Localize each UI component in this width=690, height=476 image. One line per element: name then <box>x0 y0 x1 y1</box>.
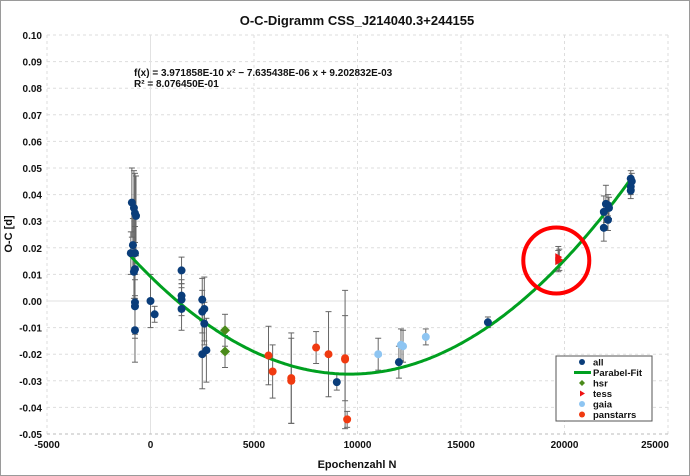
legend-all-marker <box>579 359 585 365</box>
panstarrs-point <box>324 350 333 359</box>
y-tick-label: -0.01 <box>19 324 42 335</box>
all-point <box>626 186 635 195</box>
x-tick-label: -5000 <box>34 440 60 451</box>
all-point <box>202 346 211 355</box>
all-point <box>200 304 209 313</box>
all-point <box>603 215 612 224</box>
data-points <box>126 174 636 424</box>
y-tick-label: 0.03 <box>23 217 43 228</box>
all-point <box>129 267 138 276</box>
y-tick-label: -0.04 <box>19 403 42 414</box>
y-tick-label: 0.05 <box>23 164 43 175</box>
all-point <box>605 203 614 212</box>
hsr-point <box>220 346 231 357</box>
all-point <box>599 223 608 232</box>
panstarrs-point <box>341 354 350 363</box>
grid <box>46 34 669 435</box>
parabel-fit-line <box>128 175 635 376</box>
all-point <box>483 318 492 327</box>
y-tick-labels: -0.05 -0.04 -0.03 -0.02 -0.01 0.00 0.01 0.02 0.0… <box>19 31 42 441</box>
legend-label: gaia <box>593 400 613 411</box>
all-point <box>130 326 139 335</box>
y-tick-label: 0.07 <box>23 111 43 122</box>
y-tick-label: 0.08 <box>23 84 43 95</box>
legend-label: tess <box>593 389 612 400</box>
hsr-point <box>220 325 231 336</box>
x-tick-label: 25000 <box>641 440 669 451</box>
panstarrs-point <box>268 367 277 376</box>
legend-box <box>555 355 653 422</box>
x-tick-label: 15000 <box>447 440 475 451</box>
y-tick-label: 0.00 <box>23 297 43 308</box>
x-tick-label: 0 <box>148 440 154 451</box>
panstarrs-point <box>264 351 273 360</box>
y-axis-label: O-C [d] <box>3 215 15 253</box>
x-axis-label: Epochenzahl N <box>318 459 397 471</box>
y-tick-label: 0.10 <box>23 31 43 42</box>
panstarrs-point <box>287 376 296 385</box>
y-tick-label: -0.02 <box>19 350 42 361</box>
tess-point <box>555 257 563 266</box>
gaia-point <box>374 350 383 359</box>
panstarrs-point <box>312 343 321 352</box>
all-point <box>130 249 139 258</box>
chart-title: O-C-Digramm CSS_J214040.3+244155 <box>240 13 475 28</box>
x-tick-label: 20000 <box>551 440 579 451</box>
legend-label: hsr <box>593 379 608 390</box>
legend-label: all <box>593 358 604 369</box>
y-tick-label: -0.05 <box>19 430 42 441</box>
all-point <box>177 266 186 275</box>
all-point <box>200 319 209 328</box>
legend-tess-marker <box>580 390 585 397</box>
legend-panstarrs-marker <box>579 411 585 418</box>
y-tick-label: 0.06 <box>23 137 43 148</box>
y-tick-label: 0.04 <box>23 191 43 202</box>
gaia-point <box>421 332 430 341</box>
all-point <box>332 378 341 387</box>
all-point <box>130 302 139 311</box>
legend-gaia-marker <box>579 401 585 407</box>
fit-r-squared: R² = 8.076450E-01 <box>134 79 219 90</box>
all-point <box>132 211 141 220</box>
legend-hsr-marker <box>579 380 585 386</box>
all-point <box>394 358 403 367</box>
all-point <box>146 297 155 305</box>
panstarrs-point <box>343 415 352 424</box>
x-tick-label: 10000 <box>344 440 372 451</box>
gaia-point <box>399 342 408 351</box>
all-point <box>150 310 159 319</box>
all-point <box>177 295 186 304</box>
fit-equation: f(x) = 3.971858E-10 x² − 7.635438E-06 x … <box>134 68 393 79</box>
all-point <box>198 295 207 304</box>
legend-label: panstarrs <box>593 410 636 421</box>
highlight-circle <box>521 225 592 296</box>
all-point <box>177 304 186 313</box>
y-tick-label: 0.02 <box>23 244 43 255</box>
y-tick-label: -0.03 <box>19 377 42 388</box>
y-tick-label: 0.09 <box>23 58 43 69</box>
x-tick-label: 5000 <box>243 440 266 451</box>
y-tick-label: 0.01 <box>23 270 43 281</box>
x-tick-labels: -5000 0 5000 10000 15000 20000 25000 <box>34 440 669 451</box>
legend-label: Parabel-Fit <box>593 368 643 379</box>
all-point <box>128 241 137 250</box>
